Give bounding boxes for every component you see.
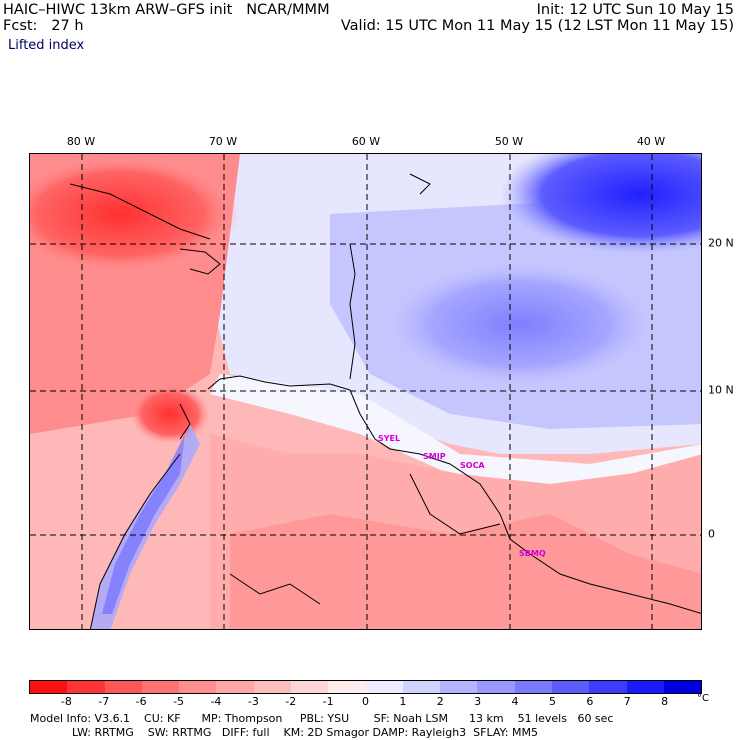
colorbar-tick-label: 8 [661,695,669,708]
lat-label-10n: 10 N [708,383,734,397]
colorbar-tick-label: -6 [135,695,147,708]
station-label-smjp: SMJP [423,452,446,461]
colorbar-unit: °C [697,693,709,704]
colorbar-segment [328,681,366,693]
colorbar-segment [551,681,590,693]
colorbar-segment [477,681,515,693]
colorbar-tick-label: 0 [362,695,369,708]
colorbar-tick-label: -4 [210,695,222,708]
colorbar-segment [514,681,552,693]
colorbar-tick-label: 1 [399,695,407,708]
lifted-index-map: SYEL SMJP SOCA SBMQ [29,153,702,630]
colorbar-tick-label: -1 [322,695,334,708]
colorbar-tick-label: 7 [623,695,631,708]
colorbar-segment [67,681,105,693]
colorbar-segment [626,681,664,693]
colorbar-tick-label: 4 [511,695,519,708]
colorbar-segment [440,681,478,693]
colorbar-tick-label: -3 [247,695,259,708]
lon-label-60w: 60 W [351,135,381,148]
lon-label-80w: 80 W [66,135,96,148]
colorbar-segment [104,681,142,693]
model-title: HAIC–HIWC 13km ARW–GFS init NCAR/MMM [3,2,330,18]
lon-label-70w: 70 W [208,135,238,148]
valid-time: Valid: 15 UTC Mon 11 May 15 (12 LST Mon … [340,18,734,34]
colorbar-segment [365,681,403,693]
colorbar-segment [216,681,254,693]
colorbar-tick-label: -5 [173,695,185,708]
forecast-hour: Fcst: 27 h [3,18,84,34]
station-label-sbmq: SBMQ [519,549,546,558]
colorbar-segment [30,681,68,693]
station-label-soca: SOCA [460,461,485,470]
colorbar-tick-label: 3 [474,695,482,708]
colorbar-segment [402,681,441,693]
field-name: Lifted index [8,38,85,53]
colorbar-segment [253,681,291,693]
init-time: Init: 12 UTC Sun 10 May 15 [536,2,734,18]
lat-label-0: 0 [708,527,715,541]
footer-line-1: Model Info: V3.6.1 CU: KF MP: Thompson P… [30,712,614,725]
colorbar-tick-label: 5 [548,695,556,708]
colorbar-segment [589,681,627,693]
colorbar-tick-label: -7 [98,695,110,708]
colorbar-tick-label: 2 [436,695,444,708]
colorbar-segment [290,681,329,693]
colorbar-tick-label: -2 [285,695,297,708]
colorbar-segment [663,681,702,693]
station-label-syel: SYEL [378,434,401,443]
footer-line-2: LW: RRTMG SW: RRTMG DIFF: full KM: 2D Sm… [30,726,538,739]
lat-label-20n: 20 N [708,236,734,250]
lon-label-40w: 40 W [636,135,666,148]
colorbar [29,680,702,694]
colorbar-tick-label: -8 [60,695,72,708]
colorbar-tick-label: 6 [586,695,594,708]
lon-label-50w: 50 W [494,135,524,148]
colorbar-segment [141,681,180,693]
colorbar-segment [179,681,217,693]
